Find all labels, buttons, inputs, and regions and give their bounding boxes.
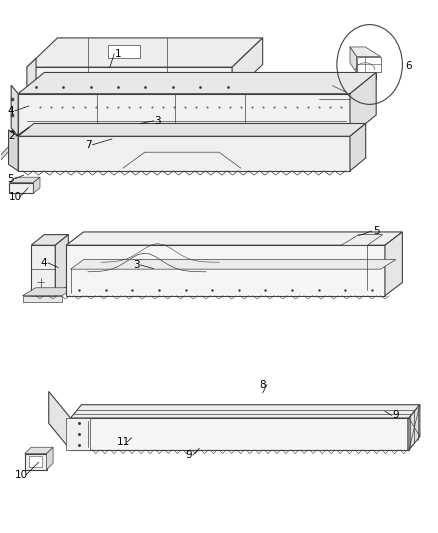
Polygon shape <box>46 447 53 470</box>
Polygon shape <box>31 235 68 245</box>
Polygon shape <box>27 59 36 115</box>
Text: 9: 9 <box>185 450 192 460</box>
Text: 5: 5 <box>373 226 379 236</box>
Polygon shape <box>10 182 33 193</box>
Polygon shape <box>341 235 383 245</box>
Polygon shape <box>11 85 18 136</box>
Polygon shape <box>18 72 376 94</box>
Polygon shape <box>66 418 90 450</box>
Polygon shape <box>350 47 357 72</box>
Polygon shape <box>18 136 350 171</box>
Polygon shape <box>350 47 381 56</box>
Polygon shape <box>29 456 42 467</box>
Polygon shape <box>25 454 46 470</box>
Text: 7: 7 <box>85 140 92 150</box>
Text: 6: 6 <box>406 61 412 70</box>
Polygon shape <box>25 447 53 454</box>
Polygon shape <box>27 67 232 94</box>
Polygon shape <box>357 56 381 72</box>
Polygon shape <box>22 296 62 302</box>
Text: 8: 8 <box>259 379 266 390</box>
Polygon shape <box>49 391 71 450</box>
Text: 5: 5 <box>7 174 14 184</box>
Polygon shape <box>71 405 420 418</box>
Polygon shape <box>71 418 409 450</box>
Polygon shape <box>10 177 40 182</box>
Polygon shape <box>18 94 350 136</box>
Text: 1: 1 <box>115 49 122 59</box>
Text: 2: 2 <box>8 131 15 141</box>
Text: 9: 9 <box>392 410 399 421</box>
Text: 4: 4 <box>40 258 47 268</box>
Polygon shape <box>66 245 385 296</box>
Polygon shape <box>66 232 403 245</box>
Polygon shape <box>350 72 376 136</box>
Polygon shape <box>22 288 75 296</box>
Text: 10: 10 <box>15 470 28 480</box>
Text: 4: 4 <box>7 106 14 116</box>
Polygon shape <box>18 124 366 136</box>
Text: 10: 10 <box>8 192 21 203</box>
Polygon shape <box>409 405 420 450</box>
Polygon shape <box>27 38 263 67</box>
Polygon shape <box>9 130 18 171</box>
Polygon shape <box>71 260 396 269</box>
Polygon shape <box>1 136 18 160</box>
Polygon shape <box>232 38 263 94</box>
Text: 11: 11 <box>117 437 130 447</box>
Text: 3: 3 <box>155 116 161 126</box>
Polygon shape <box>108 45 141 58</box>
Polygon shape <box>55 235 68 296</box>
Polygon shape <box>385 232 403 296</box>
Polygon shape <box>350 124 366 171</box>
Text: 3: 3 <box>133 260 139 270</box>
Polygon shape <box>31 245 55 296</box>
Polygon shape <box>33 177 40 193</box>
